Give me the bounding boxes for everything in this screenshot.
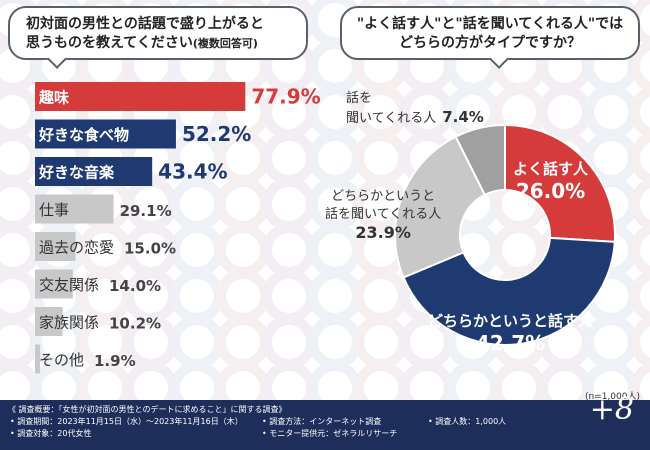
right-question-line1: "よく話す人"と"話を聞いてくれる人"では xyxy=(356,16,624,32)
bar-category-label: 交友関係 xyxy=(39,276,99,294)
bar-value-label: 14.0% xyxy=(109,277,161,295)
bar xyxy=(35,157,153,186)
bar xyxy=(35,119,176,149)
footer-title: 《 調査概要：「女性が初対面の男性とのデートに求めること」に関する調査》 xyxy=(8,405,287,414)
bar-category-label: 趣味 xyxy=(38,89,69,107)
footer-target: • 調査対象：20代女性 xyxy=(10,429,92,438)
bar-value-label: 15.0% xyxy=(124,240,176,258)
pie-label-name: よく話す人 xyxy=(513,160,589,178)
left-question-line1: 初対面の男性との話題で盛り上がると xyxy=(26,16,264,32)
bar xyxy=(35,307,63,336)
pie-label-name-line2: 話を聞いてくれる人 xyxy=(325,207,442,222)
pie-label-listener: 話を 聞いてくれる人 7.4% xyxy=(346,90,484,128)
pie-label-value: 26.0% xyxy=(515,179,586,203)
bar-value-label: 1.9% xyxy=(94,352,136,370)
bar xyxy=(35,344,41,374)
pie-label-name: どちらかというと話す人 xyxy=(428,312,594,330)
background-ring xyxy=(630,315,650,369)
bar-category-label: 家族関係 xyxy=(39,314,99,332)
pie-label-name-line1: どちらかというと xyxy=(331,189,436,204)
bar-value-label: 43.4% xyxy=(158,160,227,184)
pie-label-value: 23.9% xyxy=(355,223,411,242)
bar-category-label: 過去の恋愛 xyxy=(39,239,114,257)
left-question-note: (複数回答可) xyxy=(192,37,258,50)
bar xyxy=(35,82,246,111)
donut-slice xyxy=(454,123,506,197)
bar-value-label: 52.2% xyxy=(182,122,251,146)
bar-category-label: 好きな食べ物 xyxy=(38,126,129,144)
pie-label-name-line2: 聞いてくれる人 xyxy=(346,111,437,126)
background-ring xyxy=(630,361,650,400)
pie-label-talkative: よく話す人 26.0% xyxy=(513,158,588,203)
background-ring xyxy=(630,39,650,93)
pie-label-value: 7.4% xyxy=(442,108,484,126)
left-question-bubble: 初対面の男性との話題で盛り上がると 思うものを教えてください(複数回答可) xyxy=(8,6,308,69)
bar-category-label: その他 xyxy=(39,351,84,369)
pie-label-somewhat-listener: どちらかというと 話を聞いてくれる人 23.9% xyxy=(325,188,441,242)
bar-value-label: 10.2% xyxy=(109,315,161,333)
bar-chart: 趣味 77.9% 好きな食べ物 52.2% 好きな音楽 43.4% 仕事 29.1% 過去の恋愛… xyxy=(35,82,320,374)
pie-label-value: 42.7% xyxy=(475,331,546,355)
footer-period: • 調査期間：2023年11月15日（水）〜2023年11月16日（木） xyxy=(10,417,243,426)
bar xyxy=(35,269,73,299)
left-question-line2: 思うものを教えてください xyxy=(26,35,193,51)
right-question-line2: どちらの方がタイプですか？ xyxy=(399,35,581,51)
donut-chart xyxy=(394,123,616,346)
sample-size-note: (n=1,000人) xyxy=(584,392,640,402)
pie-label-somewhat-talkative: どちらかというと話す人 42.7% xyxy=(428,310,593,355)
background-ring xyxy=(630,177,650,231)
donut-slice xyxy=(402,236,616,346)
background-ring xyxy=(630,223,650,277)
survey-footer: 《 調査概要：「女性が初対面の男性とのデートに求めること」に関する調査》 • 調… xyxy=(0,392,650,450)
donut-slice xyxy=(394,135,487,279)
bar xyxy=(35,232,76,261)
pie-label-name-line1: 話を xyxy=(346,91,373,106)
brand-logo: +8 xyxy=(589,392,634,427)
background-ring xyxy=(630,85,650,139)
bar-category-label: 仕事 xyxy=(39,201,69,219)
bar-value-label: 77.9% xyxy=(251,85,320,109)
bar-value-label: 29.1% xyxy=(120,202,172,220)
bar xyxy=(35,194,114,224)
background-ring xyxy=(630,131,650,185)
donut-slice xyxy=(504,123,616,243)
bar-category-label: 好きな音楽 xyxy=(38,164,115,182)
footer-provider: • モニター提供元：ゼネラルリサーチ xyxy=(262,429,398,438)
footer-count: • 調査人数：1,000人 xyxy=(428,417,507,426)
right-question-bubble: "よく話す人"と"話を聞いてくれる人"では どちらの方がタイプですか？ xyxy=(340,6,640,69)
background-ring xyxy=(630,269,650,323)
footer-method: • 調査方法：インターネット調査 xyxy=(262,417,382,426)
